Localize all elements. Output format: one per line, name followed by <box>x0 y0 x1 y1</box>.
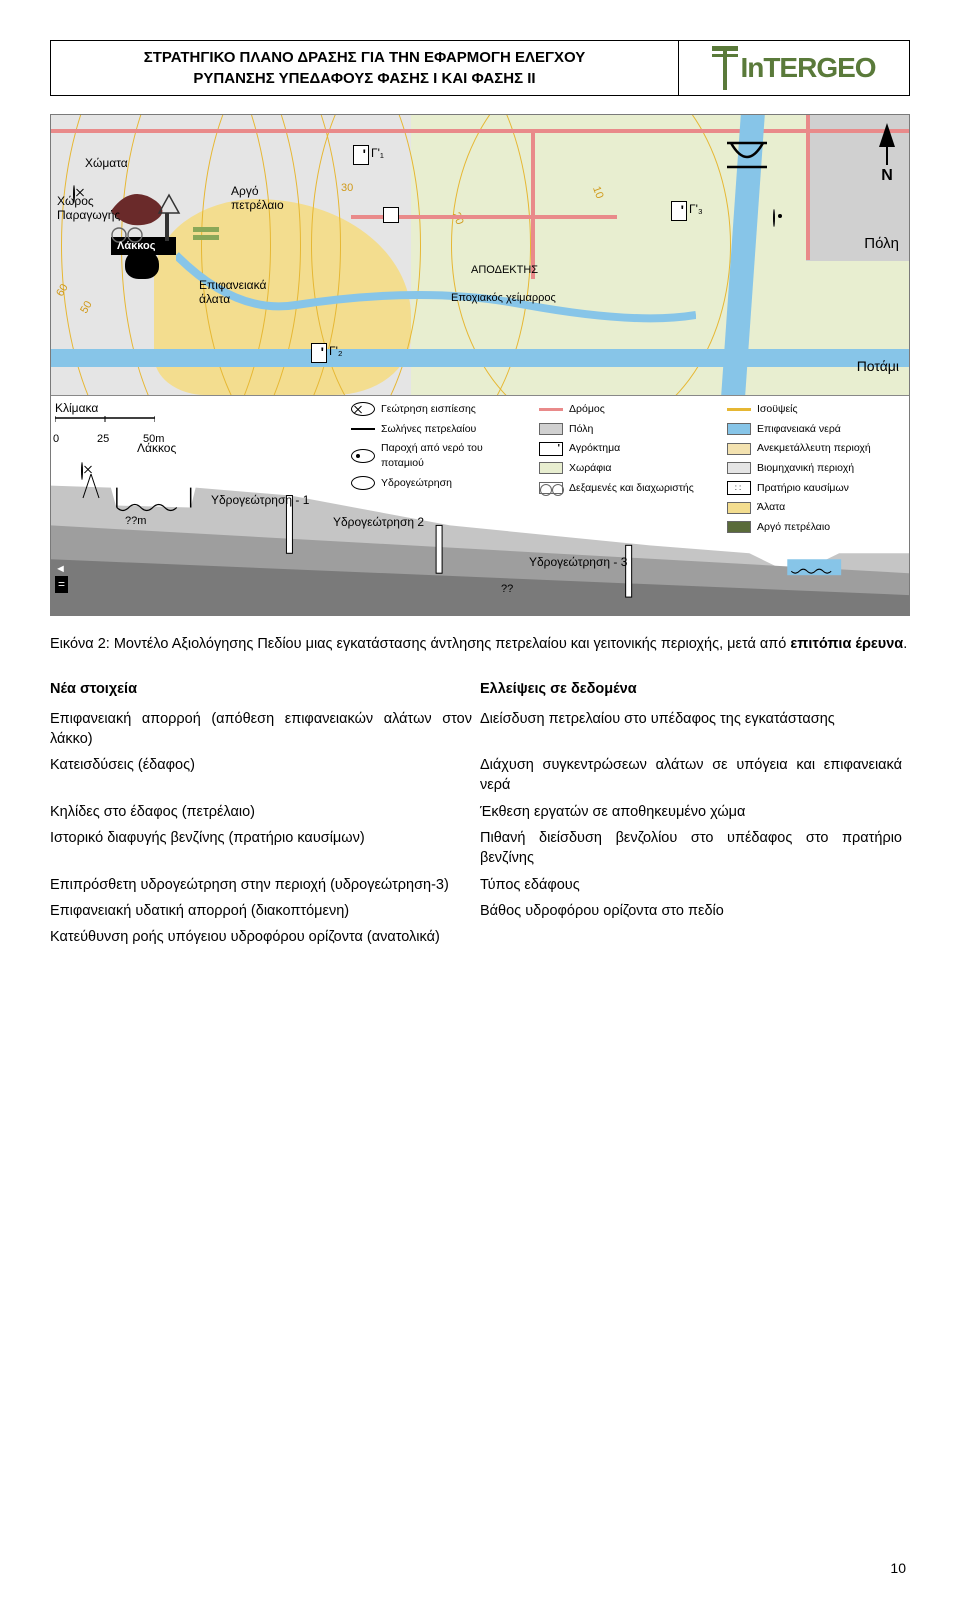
legend-col-3: Ισοϋψείς Επιφανειακά νερά Ανεκμετάλλευτη… <box>727 402 903 540</box>
label-epox: Εποχιακός χείμαρρος <box>451 291 556 306</box>
north-label: N <box>879 165 895 187</box>
header-title-line1: ΣΤΡΑΤΗΓΙΚΟ ΠΛΑΝΟ ΔΡΑΣΗΣ ΓΙΑ ΤΗΝ ΕΦΑΡΜΟΓΗ… <box>61 47 668 68</box>
legend-tanks: Δεξαμενές και διαχωριστής <box>569 481 694 496</box>
table-head-left: Νέα στοιχεία <box>50 676 480 705</box>
cs-depth: ??m <box>125 514 146 529</box>
legend-farm: Αγρόκτημα <box>569 441 620 456</box>
contour-icon <box>727 408 751 411</box>
table-row: Επιφανειακή απορροή (απόθεση επιφανειακώ… <box>50 706 910 753</box>
cs-h1: Υδρογεώτρηση - 1 <box>211 492 309 509</box>
label-poli: Πόλη <box>864 233 899 254</box>
label-g2: Γ'₂ <box>329 343 343 360</box>
salt-icon <box>727 502 751 514</box>
industrial-icon <box>727 462 751 474</box>
table-row: Επιφανειακή υδατική απορροή (διακοπτόμεν… <box>50 898 910 924</box>
table-head-right: Ελλείψεις σε δεδομένα <box>480 676 910 705</box>
label-lakko: Λάκκος <box>117 239 155 254</box>
legend-col-1: Γεώτρηση εισπίεσης Σωλήνες πετρελαίου Πα… <box>351 402 527 540</box>
label-ealata2: άλατα <box>199 291 230 308</box>
cs-qq: ?? <box>501 582 513 597</box>
legend-col-2: Δρόμος Πόλη Αγρόκτημα Χωράφια Δεξαμενές … <box>539 402 715 540</box>
figure-caption: Εικόνα 2: Μοντέλο Αξιολόγησης Πεδίου μια… <box>50 634 910 654</box>
label-g3: Γ'₃ <box>689 201 703 218</box>
caption-suffix: . <box>903 636 907 652</box>
caption-prefix: Εικόνα 2: Μοντέλο Αξιολόγησης Πεδίου μια… <box>50 636 790 652</box>
tanks-icon <box>539 482 563 494</box>
legend-industrial: Βιομηχανική περιοχή <box>757 461 854 476</box>
farm-icon <box>539 442 563 456</box>
legend-injection: Γεώτρηση εισπίεσης <box>381 402 476 417</box>
table-row: Κατεισδύσεις (έδαφος)Διάχυση συγκεντρώσε… <box>50 752 910 799</box>
fuel-station-icon <box>727 481 751 495</box>
caption-bold: επιτόπια έρευνα <box>790 636 903 652</box>
label-argo2: πετρέλαιο <box>231 197 284 214</box>
road-icon <box>539 408 563 411</box>
legend-city: Πόλη <box>569 422 593 437</box>
surface-water-icon <box>727 423 751 435</box>
label-g1: Γ'₁ <box>371 145 384 162</box>
cs-lakko: Λάκκος <box>137 440 176 457</box>
legend-river-supply: Παροχή από νερό του ποταμιού <box>381 441 527 470</box>
hydro-well-icon <box>351 476 375 490</box>
legend-fields: Χωράφια <box>569 461 611 476</box>
label-xoros2: Παραγωγής <box>57 207 120 224</box>
logo-text: InTERGEO <box>740 54 875 82</box>
map-plan-view: 60 50 40 30 20 10 <box>51 115 909 395</box>
fields-icon <box>539 462 563 474</box>
page-number: 10 <box>890 1559 906 1579</box>
legend-road: Δρόμος <box>569 402 605 417</box>
table-row: Επιπρόσθετη υδρογεώτρηση στην περιοχή (υ… <box>50 872 910 898</box>
data-comparison-table: Νέα στοιχεία Ελλείψεις σε δεδομένα Επιφα… <box>50 676 910 950</box>
legend-crude: Αργό πετρέλαιο <box>757 520 830 535</box>
river-supply-icon <box>351 449 375 463</box>
legend-surfwater: Επιφανειακά νερά <box>757 422 841 437</box>
table-row: Κατεύθυνση ροής υπόγειου υδροφόρου ορίζο… <box>50 924 910 950</box>
legend-fuel: Πρατήριο καυσίμων <box>757 481 849 496</box>
legend-pipeline: Σωλήνες πετρελαίου <box>381 422 476 437</box>
pipeline-icon <box>351 428 375 430</box>
table-row: Κηλίδες στο έδαφος (πετρέλαιο)Έκθεση εργ… <box>50 799 910 825</box>
cs-h3: Υδρογεώτρηση - 3 <box>529 554 627 571</box>
unused-area-icon <box>727 443 751 455</box>
legend-salt: Άλατα <box>757 500 785 515</box>
legend-contour: Ισοϋψείς <box>757 402 798 417</box>
page-header: ΣΤΡΑΤΗΓΙΚΟ ΠΛΑΝΟ ΔΡΑΣΗΣ ΓΙΑ ΤΗΝ ΕΦΑΡΜΟΓΗ… <box>50 40 910 96</box>
header-title: ΣΤΡΑΤΗΓΙΚΟ ΠΛΑΝΟ ΔΡΑΣΗΣ ΓΙΑ ΤΗΝ ΕΦΑΡΜΟΓΗ… <box>51 41 679 95</box>
figure-container: 60 50 40 30 20 10 <box>50 114 910 616</box>
crude-oil-icon <box>727 521 751 533</box>
header-title-line2: ΡΥΠΑΝΣΗΣ ΥΠΕΔΑΦΟΥΣ ΦΑΣΗΣ Ι ΚΑΙ ΦΑΣΗΣ ΙΙ <box>61 68 668 89</box>
legend-unused: Ανεκμετάλλευτη περιοχή <box>757 441 871 456</box>
table-row: Ιστορικό διαφυγής βενζίνης (πρατήριο καυ… <box>50 825 910 872</box>
label-potami: Ποτάμι <box>857 357 899 377</box>
contour-30-label: 30 <box>341 181 353 196</box>
injection-well-icon <box>351 402 375 416</box>
label-xomata: Χώματα <box>85 155 128 172</box>
legend-hydro: Υδρογεώτρηση <box>381 476 452 491</box>
label-apodektis: ΑΠΟΔΕΚΤΗΣ <box>471 263 538 278</box>
city-icon <box>539 423 563 435</box>
logo-icon <box>712 46 738 90</box>
north-indicator: N <box>879 123 895 187</box>
cross-section-view: Κλίμακα 0 25 50m <box>51 395 909 615</box>
header-logo: InTERGEO <box>679 41 909 95</box>
